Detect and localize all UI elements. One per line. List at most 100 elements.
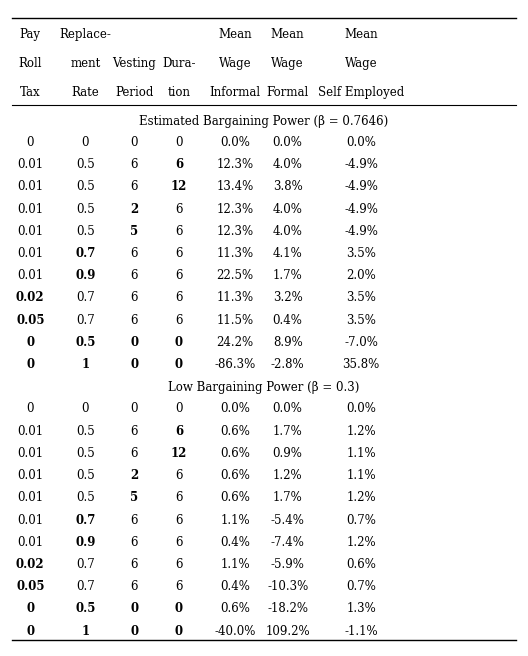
- Text: ment: ment: [70, 57, 100, 70]
- Text: 0.0%: 0.0%: [272, 403, 303, 415]
- Text: -2.8%: -2.8%: [271, 358, 305, 371]
- Text: 6: 6: [130, 447, 138, 460]
- Text: 6: 6: [175, 291, 183, 304]
- Text: 1.2%: 1.2%: [346, 536, 376, 549]
- Text: 4.1%: 4.1%: [273, 247, 303, 260]
- Text: 0.01: 0.01: [17, 514, 43, 527]
- Text: 0.5: 0.5: [75, 602, 96, 615]
- Text: 0.05: 0.05: [16, 314, 44, 327]
- Text: -4.9%: -4.9%: [344, 203, 378, 216]
- Text: 0.6%: 0.6%: [346, 558, 376, 571]
- Text: 0.5: 0.5: [76, 180, 95, 194]
- Text: 1: 1: [81, 358, 89, 371]
- Text: Mean: Mean: [218, 28, 252, 41]
- Text: -4.9%: -4.9%: [344, 180, 378, 194]
- Text: 0.7: 0.7: [75, 247, 96, 260]
- Text: 0.6%: 0.6%: [220, 491, 250, 504]
- Text: Pay: Pay: [20, 28, 41, 41]
- Text: -10.3%: -10.3%: [267, 580, 308, 593]
- Text: 6: 6: [130, 180, 138, 194]
- Text: -7.0%: -7.0%: [344, 336, 378, 349]
- Text: 6: 6: [130, 269, 138, 282]
- Text: 0.9: 0.9: [75, 536, 96, 549]
- Text: 0.5: 0.5: [76, 491, 95, 504]
- Text: 1.2%: 1.2%: [346, 424, 376, 438]
- Text: 12: 12: [171, 180, 187, 194]
- Text: 0: 0: [130, 625, 138, 638]
- Text: 6: 6: [175, 314, 183, 327]
- Text: 0.7: 0.7: [76, 314, 95, 327]
- Text: Wage: Wage: [271, 57, 304, 70]
- Text: 0: 0: [175, 403, 183, 415]
- Text: 0: 0: [175, 602, 183, 615]
- Text: 0.7: 0.7: [75, 514, 96, 527]
- Text: 2: 2: [130, 203, 138, 216]
- Text: -1.1%: -1.1%: [344, 625, 378, 638]
- Text: 5: 5: [130, 491, 138, 504]
- Text: 22.5%: 22.5%: [216, 269, 253, 282]
- Text: 0: 0: [175, 625, 183, 638]
- Text: 0: 0: [26, 403, 34, 415]
- Text: 0.01: 0.01: [17, 424, 43, 438]
- Text: 3.5%: 3.5%: [346, 291, 376, 304]
- Text: Estimated Bargaining Power (β = 0.7646): Estimated Bargaining Power (β = 0.7646): [139, 115, 389, 128]
- Text: -5.9%: -5.9%: [271, 558, 305, 571]
- Text: Rate: Rate: [72, 86, 99, 98]
- Text: 0: 0: [175, 336, 183, 349]
- Text: 11.5%: 11.5%: [216, 314, 253, 327]
- Text: 0: 0: [130, 358, 138, 371]
- Text: 0.6%: 0.6%: [220, 447, 250, 460]
- Text: 6: 6: [175, 158, 183, 171]
- Text: 0.02: 0.02: [16, 558, 44, 571]
- Text: 0.01: 0.01: [17, 158, 43, 171]
- Text: Replace-: Replace-: [60, 28, 111, 41]
- Text: 0.7: 0.7: [76, 558, 95, 571]
- Text: 1.2%: 1.2%: [346, 491, 376, 504]
- Text: 0.02: 0.02: [16, 291, 44, 304]
- Text: Wage: Wage: [219, 57, 251, 70]
- Text: -5.4%: -5.4%: [271, 514, 305, 527]
- Text: 0.01: 0.01: [17, 447, 43, 460]
- Text: 3.8%: 3.8%: [273, 180, 303, 194]
- Text: 1.7%: 1.7%: [273, 424, 303, 438]
- Text: 35.8%: 35.8%: [343, 358, 380, 371]
- Text: 6: 6: [175, 269, 183, 282]
- Text: 0.7: 0.7: [76, 291, 95, 304]
- Text: 0: 0: [26, 602, 34, 615]
- Text: 0.01: 0.01: [17, 203, 43, 216]
- Text: 0.7: 0.7: [76, 580, 95, 593]
- Text: 0.0%: 0.0%: [346, 136, 376, 149]
- Text: 0.05: 0.05: [16, 580, 44, 593]
- Text: 0: 0: [26, 358, 34, 371]
- Text: 0.0%: 0.0%: [346, 403, 376, 415]
- Text: Mean: Mean: [344, 28, 378, 41]
- Text: 0.5: 0.5: [76, 469, 95, 482]
- Text: 0: 0: [82, 403, 89, 415]
- Text: -18.2%: -18.2%: [267, 602, 308, 615]
- Text: 0: 0: [130, 602, 138, 615]
- Text: Formal: Formal: [267, 86, 309, 98]
- Text: 6: 6: [130, 247, 138, 260]
- Text: 6: 6: [130, 158, 138, 171]
- Text: 0: 0: [26, 136, 34, 149]
- Text: Informal: Informal: [210, 86, 261, 98]
- Text: -4.9%: -4.9%: [344, 225, 378, 238]
- Text: Vesting: Vesting: [112, 57, 156, 70]
- Text: 0: 0: [175, 358, 183, 371]
- Text: 6: 6: [175, 469, 183, 482]
- Text: 0: 0: [130, 336, 138, 349]
- Text: 8.9%: 8.9%: [273, 336, 303, 349]
- Text: 13.4%: 13.4%: [216, 180, 254, 194]
- Text: 12.3%: 12.3%: [216, 158, 253, 171]
- Text: Period: Period: [115, 86, 154, 98]
- Text: 0.5: 0.5: [76, 225, 95, 238]
- Text: 5: 5: [130, 225, 138, 238]
- Text: Low Bargaining Power (β = 0.3): Low Bargaining Power (β = 0.3): [168, 381, 360, 394]
- Text: 6: 6: [130, 536, 138, 549]
- Text: 0.5: 0.5: [76, 203, 95, 216]
- Text: 0.0%: 0.0%: [220, 403, 250, 415]
- Text: 0.6%: 0.6%: [220, 469, 250, 482]
- Text: 0.6%: 0.6%: [220, 602, 250, 615]
- Text: 0.01: 0.01: [17, 225, 43, 238]
- Text: 0: 0: [26, 336, 34, 349]
